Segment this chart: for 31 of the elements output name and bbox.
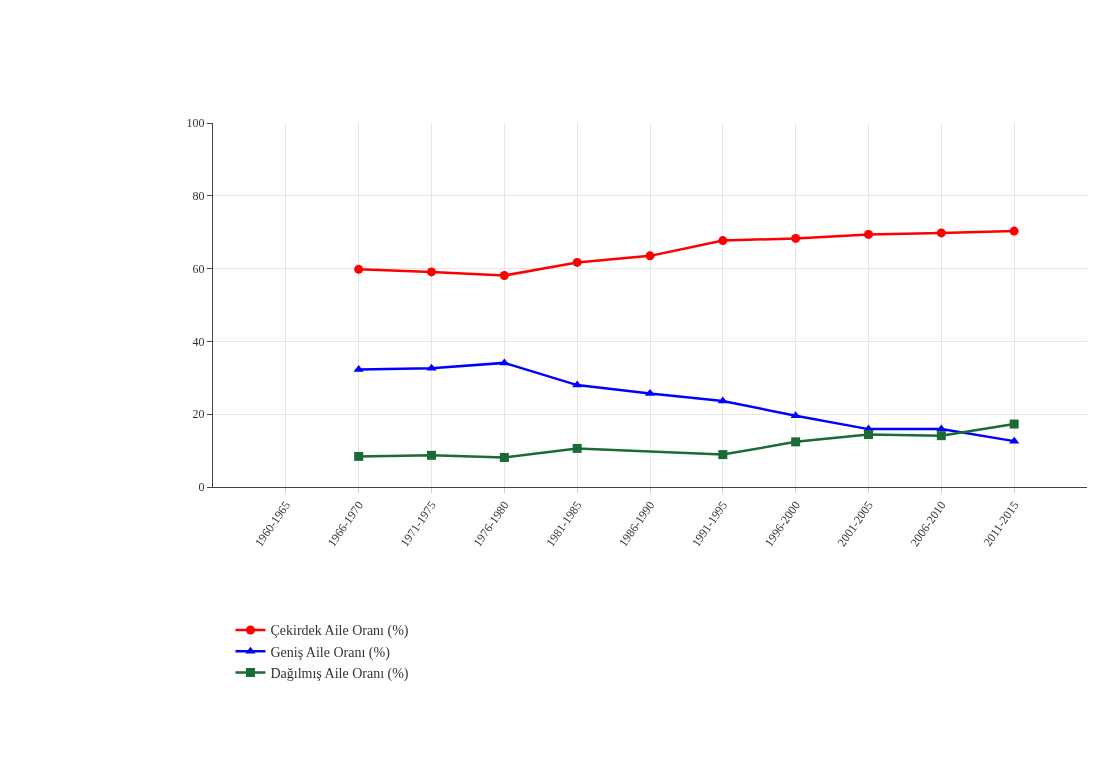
point [427, 267, 436, 277]
point [426, 363, 437, 371]
point [427, 450, 436, 460]
point [354, 264, 364, 274]
point [718, 450, 728, 460]
y-tick-label: 0 [198, 480, 205, 495]
point [572, 257, 582, 267]
point [499, 358, 510, 366]
y-tick-label: 40 [192, 334, 205, 349]
y-tick-label: 100 [186, 116, 205, 131]
point [1009, 226, 1019, 236]
point [936, 228, 946, 238]
legend-label: Dağılmış Aile Oranı (%) [270, 665, 409, 682]
point [499, 453, 509, 463]
y-tick-label: 60 [192, 261, 205, 276]
point [864, 430, 873, 440]
y-tick-label: 80 [192, 189, 205, 203]
legend-label: Çekirdek Aile Oranı (%) [270, 623, 409, 640]
point [864, 229, 873, 239]
point [499, 271, 509, 281]
point [572, 443, 582, 453]
point [791, 437, 801, 447]
point [1009, 419, 1019, 429]
point [645, 251, 655, 261]
legend-label: Geniş Aile Oranı (%) [270, 644, 391, 661]
point [936, 431, 946, 441]
point [718, 236, 728, 246]
y-tick-label: 20 [192, 407, 205, 422]
point [353, 364, 364, 372]
point [354, 451, 364, 461]
point [791, 233, 801, 243]
